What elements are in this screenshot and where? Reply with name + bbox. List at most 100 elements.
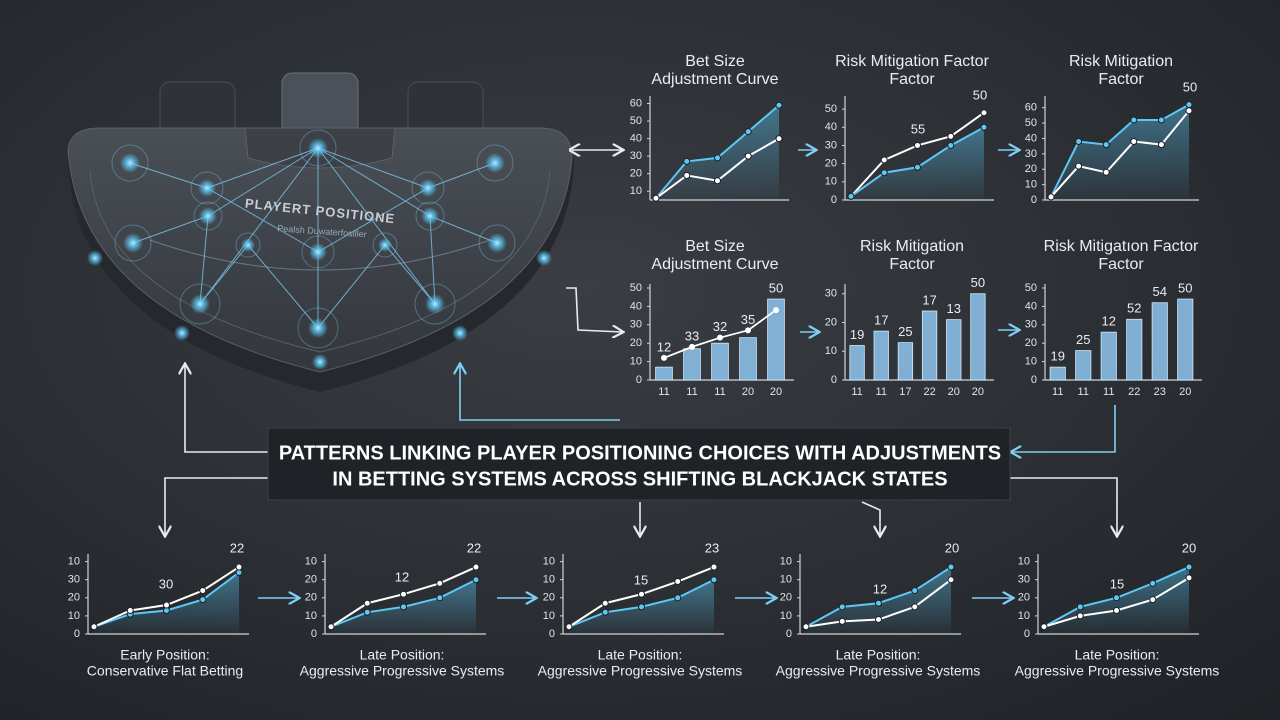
y-tick-label: 10 xyxy=(305,556,317,568)
point xyxy=(1149,579,1157,587)
y-tick-label: 50 xyxy=(630,115,642,127)
y-tick-label: 10 xyxy=(68,556,80,568)
point xyxy=(472,563,480,571)
point xyxy=(1185,574,1193,582)
chart-title: Risk Mitigation xyxy=(1069,53,1173,70)
point xyxy=(565,623,573,631)
y-tick-label: 50 xyxy=(1025,282,1037,294)
annotation: 23 xyxy=(705,540,719,555)
y-tick-label: 0 xyxy=(311,628,317,640)
point xyxy=(683,171,691,179)
bar xyxy=(1126,318,1143,381)
annotation: 50 xyxy=(1183,79,1197,94)
x-tick-label: 20 xyxy=(742,386,754,398)
point xyxy=(710,576,718,584)
point xyxy=(1130,138,1138,146)
y-tick-label: 20 xyxy=(305,592,317,604)
line xyxy=(1050,110,1190,198)
y-tick-label: 20 xyxy=(825,316,837,328)
chart-caption: Aggressive Progressive Systems xyxy=(1015,663,1220,679)
overlay-point xyxy=(689,343,695,350)
point xyxy=(1185,563,1193,571)
point xyxy=(235,563,243,571)
point xyxy=(710,563,718,571)
y-tick-label: 40 xyxy=(825,121,837,133)
chart-caption: Late Position: xyxy=(598,647,683,663)
y-tick-label: 20 xyxy=(825,158,837,170)
point xyxy=(980,109,988,117)
y-tick-label: 40 xyxy=(630,133,642,145)
bar xyxy=(1100,331,1117,381)
bar xyxy=(849,345,865,381)
annotation: 17 xyxy=(874,313,888,328)
point xyxy=(714,177,721,185)
annotation: 25 xyxy=(898,324,912,339)
overlay-point xyxy=(717,334,723,341)
point xyxy=(744,152,752,160)
point xyxy=(1157,116,1165,124)
point xyxy=(163,601,170,609)
point xyxy=(199,596,207,604)
annotation: 50 xyxy=(973,87,987,102)
bar xyxy=(1177,298,1194,381)
annotation: 22 xyxy=(230,540,244,555)
point xyxy=(199,587,207,595)
chart-caption: Early Position: xyxy=(120,647,209,663)
y-tick-label: 10 xyxy=(543,574,555,586)
point xyxy=(875,599,882,607)
point xyxy=(400,603,407,611)
point xyxy=(1113,594,1120,602)
point xyxy=(436,594,444,602)
point xyxy=(126,606,134,614)
point xyxy=(363,608,371,616)
chart-title: Adjustment Curve xyxy=(651,71,778,88)
annotation: 20 xyxy=(1182,540,1196,555)
y-tick-label: 0 xyxy=(1024,628,1030,640)
point xyxy=(947,576,955,584)
point xyxy=(1149,596,1157,604)
point xyxy=(775,101,783,109)
point xyxy=(1102,141,1110,149)
point xyxy=(1130,116,1138,124)
chart-title: Factor xyxy=(889,71,935,88)
y-tick-label: 10 xyxy=(630,356,642,368)
point xyxy=(400,590,407,598)
y-tick-label: 10 xyxy=(825,345,837,357)
chart-title: Risk Mitigation xyxy=(860,238,964,255)
y-tick-label: 50 xyxy=(630,282,642,294)
chart-caption: Aggressive Progressive Systems xyxy=(538,663,743,679)
chart-title: Factor xyxy=(1098,71,1144,88)
point xyxy=(674,594,682,602)
node-links xyxy=(129,147,498,329)
y-tick-label: 10 xyxy=(543,610,555,622)
area xyxy=(806,567,951,634)
chart-title: Factor xyxy=(889,256,935,273)
y-tick-label: 20 xyxy=(543,592,555,604)
bar xyxy=(767,298,785,381)
connectors xyxy=(165,150,1117,598)
x-tick-label: 11 xyxy=(1103,386,1114,398)
banner-box xyxy=(267,427,1011,501)
bar xyxy=(873,330,889,381)
point xyxy=(683,157,691,165)
x-tick-label: 11 xyxy=(1052,386,1063,398)
point xyxy=(880,156,888,164)
bar xyxy=(897,342,914,381)
annotation: 52 xyxy=(1127,301,1141,316)
point xyxy=(1040,623,1048,631)
annotation: 12 xyxy=(873,581,887,596)
annotation: 55 xyxy=(911,121,925,136)
point xyxy=(652,194,660,202)
y-tick-label: 0 xyxy=(786,628,792,640)
area xyxy=(94,572,239,634)
x-tick-label: 11 xyxy=(658,386,669,398)
point xyxy=(880,169,888,177)
point xyxy=(1047,193,1055,201)
point xyxy=(90,623,98,631)
point xyxy=(327,623,335,631)
point xyxy=(802,623,810,631)
bar xyxy=(921,310,938,381)
player-nodes xyxy=(87,129,552,370)
y-tick-label: 40 xyxy=(630,300,642,312)
annotation: 17 xyxy=(922,292,936,307)
